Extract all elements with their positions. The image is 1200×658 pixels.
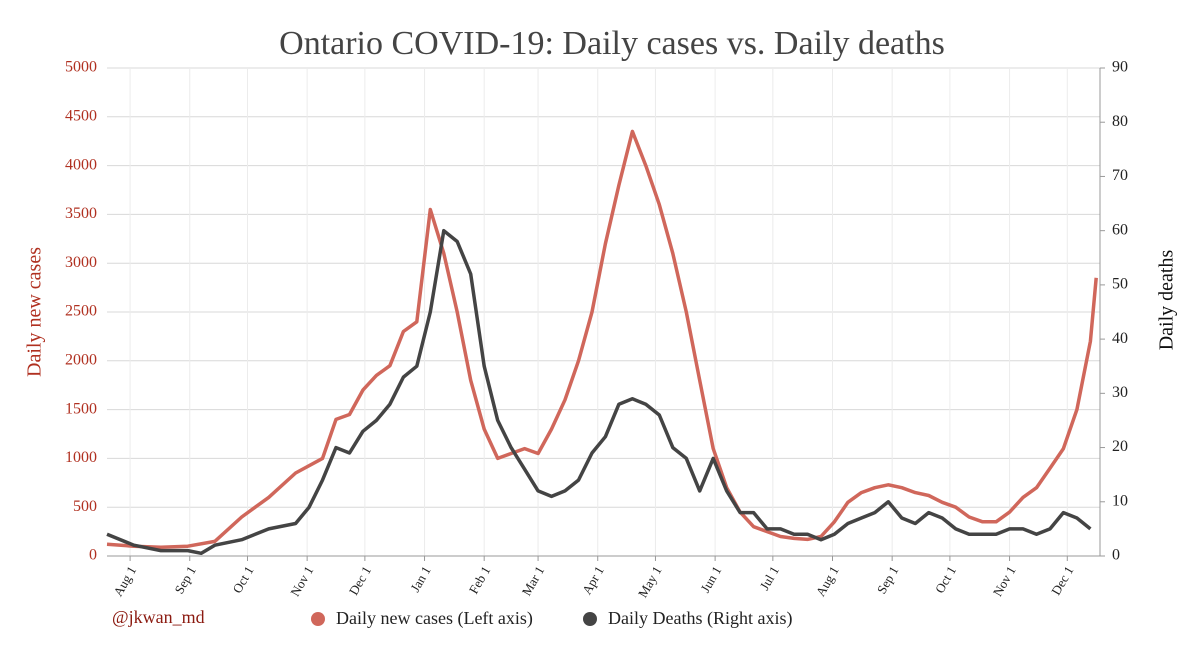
y-tick-label: 4000 — [65, 156, 97, 173]
legend-swatch — [311, 612, 325, 626]
x-tick-label: Apr 1 — [579, 563, 607, 596]
y-tick-label: 5000 — [65, 59, 97, 76]
x-tick-label: Sep 1 — [874, 563, 902, 596]
x-tick-label: Dec 1 — [346, 563, 374, 597]
series-line — [106, 129, 1098, 549]
x-tick-label: Oct 1 — [932, 563, 959, 595]
chart-title: Ontario COVID-19: Daily cases vs. Daily … — [279, 25, 945, 62]
y2-tick-label: 90 — [1112, 59, 1128, 76]
y2-tick-label: 40 — [1112, 330, 1128, 347]
y-tick-label: 3500 — [65, 205, 97, 222]
y2-tick-label: 30 — [1112, 384, 1128, 401]
series-line — [106, 228, 1092, 556]
y-tick-label: 3000 — [65, 254, 97, 271]
annotation: @jkwan_md — [112, 607, 205, 627]
x-tick-label: Nov 1 — [990, 563, 1019, 598]
y2-tick-label: 0 — [1112, 547, 1120, 564]
y-tick-label: 1500 — [65, 400, 97, 417]
x-tick-label: Aug 1 — [110, 563, 139, 598]
x-tick-label: Feb 1 — [466, 563, 494, 596]
y-tick-label: 4500 — [65, 107, 97, 124]
x-tick-label: Sep 1 — [171, 563, 199, 596]
x-tick-label: Jun 1 — [697, 563, 724, 595]
y2-tick-label: 20 — [1112, 438, 1128, 455]
y2-tick-label: 10 — [1112, 492, 1128, 509]
x-tick-label: Aug 1 — [813, 563, 842, 598]
y-tick-label: 500 — [73, 498, 97, 515]
legend-label: Daily new cases (Left axis) — [336, 608, 533, 629]
legend-label: Daily Deaths (Right axis) — [608, 608, 792, 629]
y-tick-label: 1000 — [65, 449, 97, 466]
y-axis-label: Daily new cases — [24, 247, 46, 377]
x-tick-label: Jan 1 — [407, 563, 434, 594]
x-tick-label: Mar 1 — [519, 563, 548, 598]
y2-tick-label: 80 — [1112, 113, 1128, 130]
y2-tick-label: 50 — [1112, 276, 1128, 293]
y2-axis-label: Daily deaths — [1156, 250, 1178, 351]
x-tick-label: May 1 — [635, 563, 665, 600]
legend-swatch — [583, 612, 597, 626]
x-tick-label: Nov 1 — [287, 563, 316, 598]
y-tick-label: 2500 — [65, 303, 97, 320]
x-tick-label: Oct 1 — [229, 563, 256, 595]
x-tick-label: Dec 1 — [1048, 563, 1076, 597]
x-tick-label: Jul 1 — [757, 563, 782, 592]
y-tick-label: 0 — [89, 547, 97, 564]
y-tick-label: 2000 — [65, 351, 97, 368]
y2-tick-label: 70 — [1112, 167, 1128, 184]
y2-tick-label: 60 — [1112, 221, 1128, 238]
